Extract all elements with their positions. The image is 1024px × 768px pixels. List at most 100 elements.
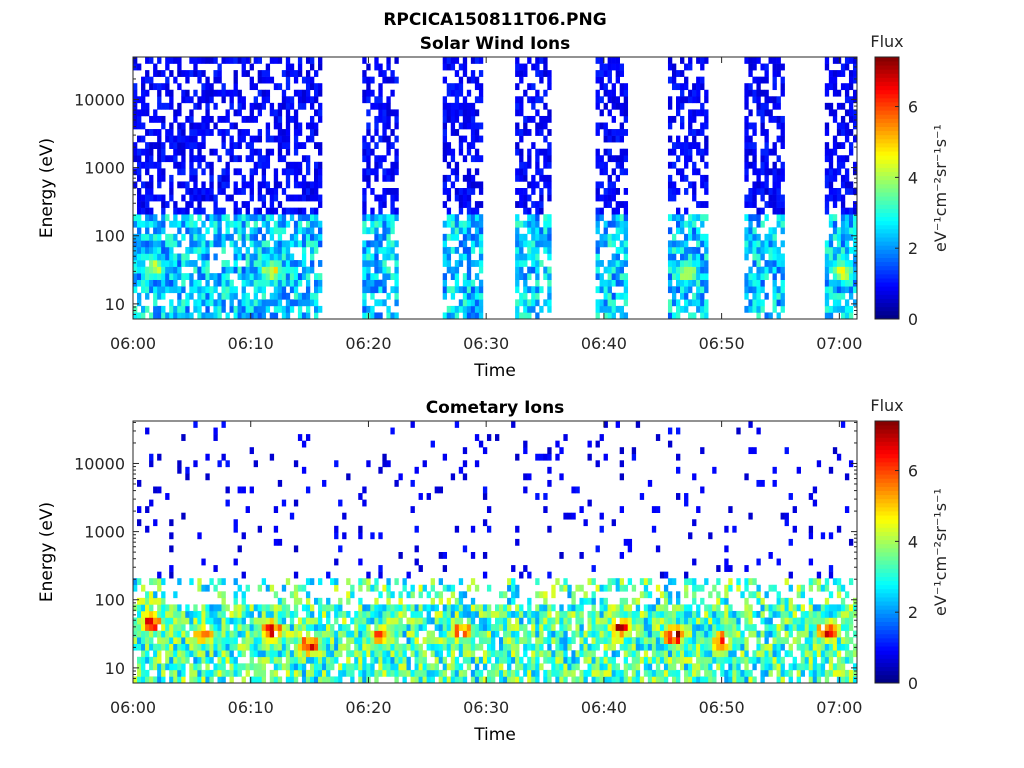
heatmap-cell <box>193 663 198 671</box>
heatmap-cell <box>362 499 367 507</box>
heatmap-cell <box>680 273 685 280</box>
heatmap-cell <box>535 624 540 631</box>
heatmap-cell <box>466 148 472 156</box>
heatmap-cell <box>688 260 693 267</box>
heatmap-cell <box>137 292 142 300</box>
heatmap-cell <box>273 656 279 664</box>
heatmap-cell <box>764 142 769 149</box>
heatmap-cell <box>692 643 697 651</box>
heatmap-cell <box>189 260 194 267</box>
heatmap-cell <box>394 194 399 202</box>
heatmap-cell <box>744 148 749 156</box>
heatmap-cell <box>599 597 604 605</box>
heatmap-cell <box>478 440 484 448</box>
heatmap-cell <box>760 148 765 156</box>
heatmap-cell <box>490 676 496 684</box>
heatmap-cell <box>293 643 299 651</box>
heatmap-cell <box>225 266 230 274</box>
heatmap-cell <box>764 273 769 280</box>
heatmap-cell <box>137 168 142 176</box>
heatmap-cell <box>269 292 275 300</box>
heatmap-cell <box>623 617 629 625</box>
heatmap-cell <box>394 610 399 618</box>
heatmap-cell <box>595 102 600 110</box>
heatmap-cell <box>780 201 785 208</box>
heatmap-cell <box>285 220 291 228</box>
heatmap-cell <box>824 168 830 176</box>
heatmap-cell <box>535 109 540 117</box>
heatmap-cell <box>507 676 512 684</box>
heatmap-cell <box>611 617 616 625</box>
heatmap-cell <box>225 57 230 64</box>
heatmap-cell <box>748 299 753 307</box>
heatmap-cell <box>454 109 460 117</box>
heatmap-cell <box>374 129 379 136</box>
heatmap-cell <box>213 299 218 307</box>
heatmap-cell <box>149 57 154 64</box>
heatmap-cell <box>241 233 246 241</box>
heatmap-cell <box>611 220 616 228</box>
heatmap-cell <box>535 273 540 280</box>
heatmap-cell <box>189 233 194 241</box>
heatmap-cell <box>470 246 476 254</box>
heatmap-cell <box>281 214 287 222</box>
heatmap-cell <box>756 312 761 320</box>
heatmap-cell <box>599 168 604 176</box>
heatmap-cell <box>237 604 242 612</box>
heatmap-cell <box>531 233 536 241</box>
heatmap-cell <box>249 637 254 644</box>
heatmap-cell <box>539 76 544 84</box>
heatmap-cell <box>297 161 303 169</box>
heatmap-cell <box>599 512 604 520</box>
heatmap-cell <box>852 233 858 241</box>
heatmap-cell <box>840 181 846 189</box>
heatmap-cell <box>145 188 150 195</box>
heatmap-cell <box>623 630 629 638</box>
heatmap-cell <box>688 299 693 307</box>
heatmap-cell <box>318 233 323 241</box>
heatmap-cell <box>165 273 170 280</box>
heatmap-cell <box>442 637 448 644</box>
heatmap-cell <box>535 122 540 130</box>
heatmap-cell <box>454 597 460 605</box>
heatmap-cell <box>844 96 850 104</box>
heatmap-cell <box>692 129 697 136</box>
heatmap-cell <box>446 676 452 684</box>
heatmap-cell <box>607 643 612 651</box>
heatmap-cell <box>289 299 295 307</box>
heatmap-cell <box>378 115 383 123</box>
heatmap-cell <box>318 102 323 110</box>
heatmap-cell <box>193 460 198 468</box>
heatmap-cell <box>177 286 182 294</box>
heatmap-cell <box>217 650 222 658</box>
heatmap-cell <box>474 155 480 163</box>
colorbar-segment <box>875 159 899 164</box>
heatmap-cell <box>414 604 419 612</box>
heatmap-cell <box>611 637 616 644</box>
heatmap-cell <box>466 253 472 261</box>
heatmap-cell <box>370 168 375 176</box>
colorbar-segment <box>875 265 899 271</box>
heatmap-cell <box>684 584 689 592</box>
heatmap-cell <box>559 617 564 625</box>
heatmap-cell <box>462 96 468 104</box>
heatmap-cell <box>141 637 146 644</box>
x-tick-label: 06:40 <box>581 334 627 353</box>
heatmap-cell <box>503 637 508 644</box>
heatmap-cell <box>297 669 303 677</box>
heatmap-cell <box>237 96 242 104</box>
heatmap-cell <box>844 135 850 143</box>
heatmap-cell <box>249 253 254 261</box>
heatmap-cell <box>205 676 210 684</box>
heatmap-cell <box>398 630 403 638</box>
heatmap-cell <box>366 129 371 136</box>
heatmap-cell <box>595 266 600 274</box>
heatmap-cell <box>305 89 311 97</box>
heatmap-cell <box>611 194 616 202</box>
heatmap-cell <box>470 214 476 222</box>
heatmap-cell <box>221 240 226 248</box>
heatmap-cell <box>470 129 476 136</box>
heatmap-cell <box>173 312 178 320</box>
heatmap-cell <box>229 617 234 625</box>
